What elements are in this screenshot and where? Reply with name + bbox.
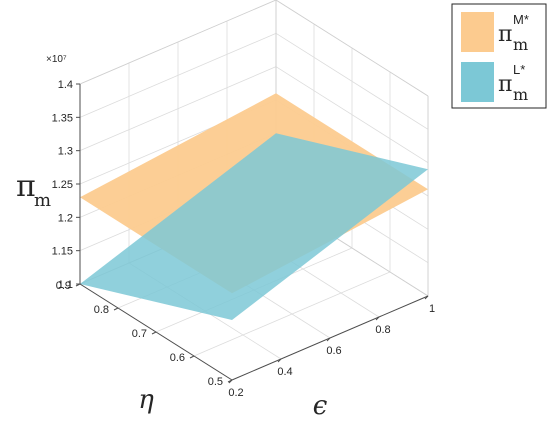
legend: πM*mπL*m [451,3,547,109]
y-tick-label: 0.8 [94,304,109,316]
box-edge [275,0,429,97]
legend-subscript: m [513,85,528,104]
z-tick-label: 1.35 [52,112,73,124]
gridline-back-z [79,66,277,152]
z-tick-label: 1.25 [52,179,73,191]
x-tick-mark [326,337,331,342]
y-tick-label: 0.9 [56,280,71,292]
gridline-side-z [275,32,429,130]
x-tick-mark [277,358,282,363]
z-tick-label: 1.1 [58,279,73,291]
y-tick-mark [151,331,157,335]
y-tick-label: 0.7 [132,328,147,340]
y-tick-mark [113,307,119,311]
x-tick-label: 0.2 [228,387,243,399]
box-edge [79,0,277,85]
x-tick-mark [375,316,380,321]
legend-symbol: π [498,72,512,97]
legend-superscript: M* [513,12,529,27]
z-axis-title-sub: m [34,190,51,211]
y-tick-mark [189,355,195,359]
x-axis-title: ϵ [313,391,328,421]
y-tick-label: 0.5 [208,376,223,388]
z-exponent-label: ×10⁷ [46,54,67,65]
x-tick-mark [424,295,429,300]
z-tick-label: 1.3 [58,146,73,158]
legend-subscript: m [513,35,528,54]
x-tick-label: 0.8 [375,324,390,336]
gridline-back-z [79,32,277,118]
legend-superscript: L* [513,62,525,77]
y-axis-title: η [138,385,154,415]
y-tick-label: 0.6 [170,352,185,364]
gridline-floor-y [193,271,391,357]
x-tick-label: 0.6 [326,345,341,357]
x-tick-label: 0.4 [277,366,292,378]
legend-swatch [461,12,494,52]
z-tick-label: 1.2 [58,212,73,224]
surface-layer [80,93,428,320]
axis-layer: 0.2 0.4 0.6 0.8 1 0.5 0.6 0.7 0.8 0.91.1 1.15 1.2 1.… [16,54,435,421]
y-tick-mark [227,379,233,383]
z-axis-title: π [16,169,36,204]
z-tick-label: 1.4 [58,79,73,91]
legend-swatch [461,62,494,102]
legend-symbol: π [498,22,512,47]
z-tick-label: 1.15 [52,246,73,258]
gridline-side-z [275,66,429,164]
x-tick-label: 1 [429,303,435,315]
surface-lstar [80,133,428,320]
